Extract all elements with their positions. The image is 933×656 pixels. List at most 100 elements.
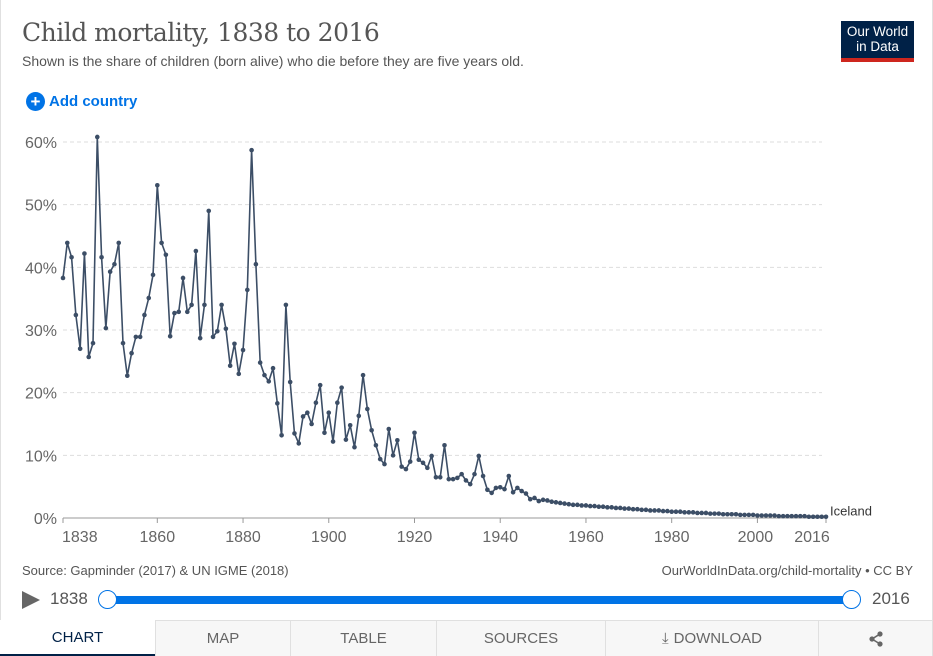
data-point [605,505,610,510]
data-point [759,513,765,518]
data-point [532,495,537,501]
data-point [137,334,143,340]
data-point [412,430,417,436]
tab-table[interactable]: TABLE [290,620,436,656]
data-point [112,261,117,267]
data-point [746,512,752,518]
data-point [673,509,679,515]
credit-link[interactable]: OurWorldInData.org/child-mortality • CC … [661,563,913,578]
data-point [283,302,289,308]
source-note[interactable]: Source: Gapminder (2017) & UN IGME (2018… [22,563,289,578]
data-point [317,382,323,388]
tab-chart[interactable]: CHART [0,620,155,656]
data-point [390,453,396,458]
tab-map[interactable]: MAP [155,620,290,656]
plus-circle-icon: + [26,92,45,111]
data-point [124,373,130,379]
data-point [202,302,207,308]
data-point [712,511,717,516]
data-point [545,498,550,503]
chart-subtitle: Shown is the share of children (born ali… [22,53,524,69]
data-point [540,497,546,503]
data-point [356,413,362,419]
data-point [232,341,237,347]
owid-logo[interactable]: Our World in Data [841,21,914,62]
data-point [703,510,709,516]
data-point [236,371,242,377]
data-point [592,503,597,509]
data-point [94,134,100,140]
data-point [407,459,413,464]
data-point [245,287,250,293]
data-point [382,461,387,467]
data-point [690,510,696,515]
data-point [707,511,713,516]
data-point [737,512,743,518]
data-point [185,309,190,315]
x-tick-label: 1900 [311,529,347,546]
data-point [262,372,267,378]
data-point [695,510,700,516]
data-point [386,426,392,432]
data-point [249,147,254,153]
data-point [562,501,567,506]
y-tick-label: 50% [25,198,57,215]
data-point [485,487,490,493]
data-point [763,513,769,518]
data-point [176,309,182,315]
data-point [669,509,674,515]
tab-download[interactable]: ⤓ DOWNLOAD [605,620,818,656]
tab-share[interactable] [818,620,933,656]
logo-line-2: in Data [856,39,899,54]
data-point [742,512,747,518]
data-point [90,340,96,346]
add-country-button[interactable]: + Add country [26,92,137,111]
data-point [227,363,233,369]
timeline-start-handle[interactable] [98,590,117,609]
x-tick-label: 1838 [62,529,98,546]
data-point [116,240,122,246]
data-point [60,275,66,281]
data-point [720,511,726,517]
data-point [455,475,460,481]
timeline-slider[interactable]: 1838 2016 [22,588,915,612]
data-point [617,505,623,511]
data-point [626,506,632,511]
data-point [600,504,606,510]
data-point [776,513,782,519]
data-point [343,437,349,442]
data-point [497,484,503,490]
tab-sources-label: SOURCES [483,630,559,647]
tab-sources[interactable]: SOURCES [436,620,605,656]
x-axis: 1838 1860 1880 1900 1920 1940 1960 1980 2000 2016 [62,517,830,546]
data-point [210,334,216,340]
data-point [459,471,464,477]
tab-table-label: TABLE [340,630,387,647]
timeline-track[interactable] [108,596,852,604]
play-icon[interactable] [22,591,40,609]
download-icon: ⤓ [662,630,669,647]
data-point [450,476,456,482]
data-point [780,513,786,519]
data-point [433,474,439,480]
data-point [73,312,79,318]
data-point [472,471,477,477]
data-point [566,501,572,507]
data-point [575,502,580,508]
data-point [257,360,263,365]
data-point [86,354,92,360]
data-point [335,400,340,405]
data-point [609,505,614,510]
data-point [442,443,447,448]
data-point [810,514,816,520]
timeline-end-handle[interactable] [842,590,861,609]
data-point [506,473,512,479]
x-tick-label: 1920 [397,529,433,546]
y-tick-label: 10% [25,448,57,465]
data-point [725,511,730,517]
data-point [82,251,87,256]
data-point [287,379,293,385]
data-point [660,508,666,514]
data-point [536,498,542,504]
data-point [163,252,169,258]
